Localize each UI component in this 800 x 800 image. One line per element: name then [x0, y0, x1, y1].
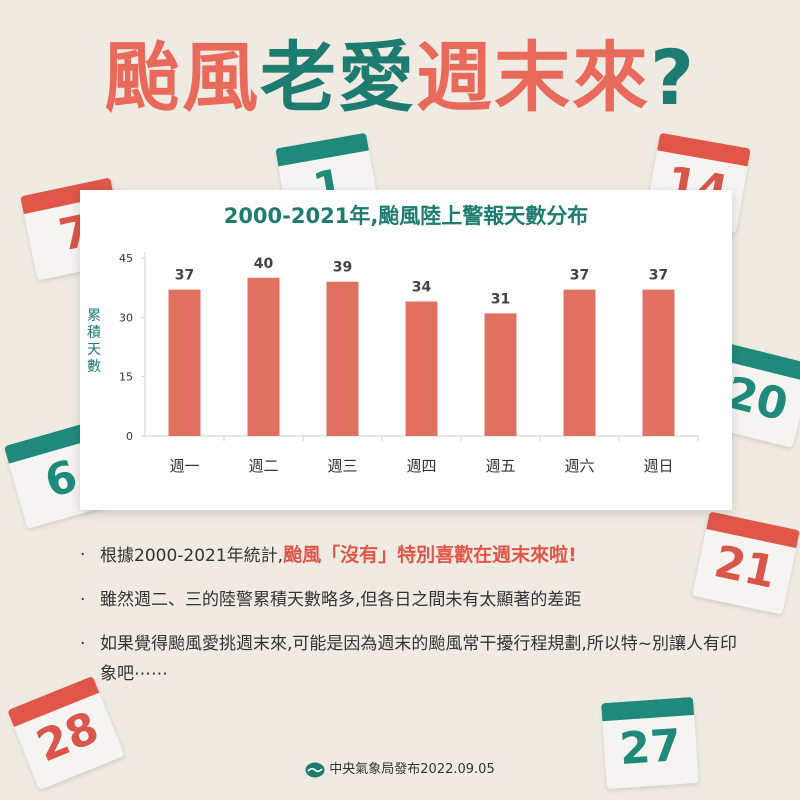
x-tick-label: 週六 [564, 457, 594, 475]
title-part-weekend: 週末來 [415, 33, 650, 122]
y-tick-label: 15 [119, 371, 133, 384]
bullet-dot: · [80, 590, 86, 610]
note-text: 如果覺得颱風愛挑週末來,可能是因為週末的颱風常干擾行程規劃,所以特~別讓人有印象… [100, 634, 738, 684]
title-part-typhoon: 颱風 [103, 33, 260, 122]
x-tick-label: 週日 [643, 457, 673, 475]
page-title: 颱風老愛週末來? [0, 28, 800, 128]
x-tick-label: 週五 [485, 457, 515, 475]
footer: 中央氣象局發布2022.09.05 [0, 758, 800, 778]
bar-chart: 0 15 30 45 37 週一 40 週二 39 週三 34 週四 31 週五 37 週六 37 週日 [119, 252, 699, 475]
data-label: 37 [649, 268, 668, 284]
note-item-3: · 如果覺得颱風愛挑週末來,可能是因為週末的颱風常干擾行程規劃,所以特~別讓人有印… [80, 629, 740, 689]
bullet-dot: · [80, 634, 86, 654]
note-item-1: · 根據2000-2021年統計,颱風「沒有」特別喜歡在週末來啦! [80, 540, 740, 571]
title-part-always: 老愛 [259, 33, 416, 122]
notes-list: · 根據2000-2021年統計,颱風「沒有」特別喜歡在週末來啦! · 雖然週二、三… [80, 540, 740, 703]
y-axis-label: 累積天數 [87, 308, 101, 375]
x-tick-label: 週二 [248, 457, 278, 475]
bullet-dot: · [80, 545, 86, 565]
x-tick-label: 週三 [327, 457, 357, 475]
title-part-question: ? [649, 33, 697, 122]
bar [168, 289, 201, 436]
cwb-logo-icon [305, 762, 325, 777]
chart-title: 2000-2021年,颱風陸上警報天數分布 [223, 204, 589, 228]
x-tick-label: 週一 [169, 457, 199, 475]
data-label: 34 [412, 280, 432, 296]
note-text: 雖然週二、三的陸警累積天數略多,但各日之間未有太顯著的差距 [100, 590, 582, 610]
data-label: 39 [333, 260, 352, 276]
chart-card: 2000-2021年,颱風陸上警報天數分布 累積天數 0 15 30 45 37 週一 40… [80, 190, 732, 510]
note-highlight: 颱風「沒有」特別喜歡在週末來啦! [283, 544, 577, 566]
bar [484, 313, 517, 436]
note-text: 根據2000-2021年統計, [100, 546, 284, 566]
y-tick-label: 30 [119, 311, 133, 324]
bar [642, 289, 675, 436]
data-label: 37 [570, 268, 589, 284]
x-tick-label: 週四 [406, 457, 436, 475]
data-label: 40 [254, 256, 274, 272]
footer-text: 中央氣象局發布2022.09.05 [329, 762, 495, 777]
y-tick-label: 45 [119, 252, 133, 265]
bar [405, 301, 438, 436]
data-label: 37 [175, 268, 194, 284]
note-item-2: · 雖然週二、三的陸警累積天數略多,但各日之間未有太顯著的差距 [80, 585, 740, 615]
y-tick-label: 0 [126, 430, 133, 443]
bar [247, 277, 280, 436]
bar [326, 281, 359, 436]
bar [563, 289, 596, 436]
data-label: 31 [491, 291, 510, 307]
